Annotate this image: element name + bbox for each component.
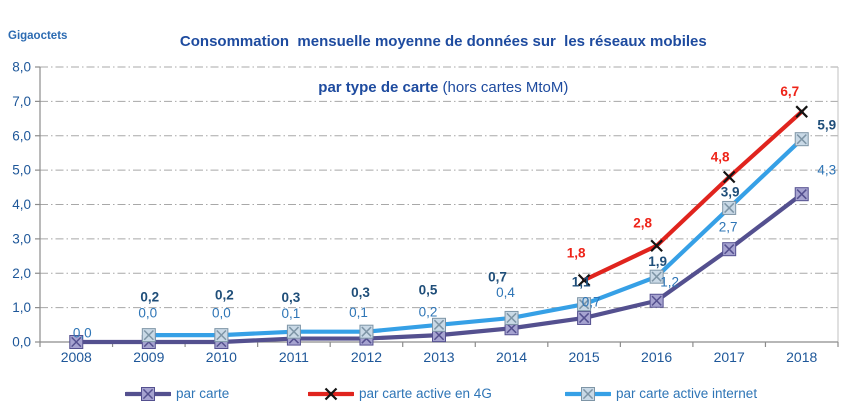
series-marker-x [578,312,590,324]
series-marker-x [143,329,154,341]
x-axis-tick-label: 2011 [279,349,309,365]
series-marker-x [361,326,372,337]
y-axis-tick-label: 7,0 [12,94,31,109]
legend-item-par-carte-active-internet: par carte active internet [565,386,757,401]
series-marker-x [651,295,662,306]
x-axis-tick-label: 2014 [496,349,527,365]
series-marker-cross [722,170,736,184]
data-label: 6,7 [780,84,799,99]
series-marker-x [578,299,590,310]
x-axis-tick-label: 2017 [714,349,745,365]
data-label: 0,2 [419,305,438,320]
series-marker-x [433,329,445,341]
y-axis-tick-label: 3,0 [12,231,31,246]
series-marker-x [506,323,517,334]
series-marker-x [142,388,154,399]
series-line-2 [146,137,804,338]
data-label: 0,3 [351,285,370,300]
legend-marker-par-carte-active-internet-icon [565,386,611,401]
chart-title-line1: Consommation mensuelle moyenne de donnée… [179,33,707,50]
series-marker-x [724,244,735,255]
data-label: 0,0 [212,306,231,321]
series-marker-x [216,329,227,341]
data-label: 1,8 [567,246,586,261]
data-label: 0,3 [282,290,301,305]
data-label: 2,7 [719,220,738,235]
series-marker-cross [795,105,809,118]
legend-item-par-carte-active-4g: par carte active en 4G [308,386,492,401]
data-label: 0,1 [349,305,368,320]
series-marker-cross [577,273,591,287]
y-axis-tick-label: 2,0 [12,266,31,281]
series-marker-x [651,271,662,282]
legend-label-par-carte: par carte [176,386,230,401]
legend-marker-par-carte-active-4g-icon [308,387,354,400]
y-axis-tick-label: 5,0 [12,163,31,178]
data-label: 0,5 [419,282,438,297]
data-label: 0,4 [496,285,515,300]
y-axis-tick-label: 8,0 [12,60,31,75]
series-marker-cross [324,387,338,400]
data-label: 1,1 [572,275,591,290]
x-axis-tick-label: 2008 [61,349,92,365]
data-label: 0,2 [215,288,234,303]
series-marker-x [288,326,300,337]
series-marker-cross [650,239,663,253]
x-axis-tick-label: 2015 [569,349,600,365]
data-label: 5,9 [817,118,836,133]
data-label: 4,3 [817,163,836,178]
data-label: 2,8 [633,215,652,230]
x-axis-tick-label: 2018 [786,349,817,365]
data-label: 0,7 [582,294,601,309]
data-label: 4,8 [711,150,730,165]
series-marker-x [796,134,807,145]
legend-label-par-carte-active-4g: par carte active en 4G [359,386,492,401]
y-axis-unit-label: Gigaoctets [8,30,68,42]
chart-title-line2-regular: (hors cartes MtoM) [442,79,569,96]
x-axis-tick-label: 2013 [423,349,454,365]
series-marker-x [433,319,445,330]
data-label: 0,0 [73,326,92,341]
series-marker-x [724,202,735,214]
data-label: 0,1 [282,306,301,321]
data-label: 0,2 [140,290,159,305]
y-axis-tick-label: 6,0 [12,128,31,143]
data-label: 1,2 [660,274,679,289]
series-marker-x [71,336,82,348]
series-marker-x [796,189,807,200]
series-line-1 [581,109,804,283]
legend-label-par-carte-active-internet: par carte active internet [616,386,758,401]
x-axis-tick-label: 2012 [351,349,382,365]
y-axis-tick-label: 4,0 [12,197,31,212]
x-axis-tick-label: 2010 [206,349,237,365]
x-axis-tick-label: 2009 [133,349,164,365]
chart-legend: par carte par carte active en 4G par car… [0,386,855,410]
data-label: 0,0 [138,306,157,321]
data-label: 1,9 [648,254,667,269]
data-label: 0,7 [488,269,507,284]
legend-item-par-carte: par carte [125,386,229,401]
data-label: 3,9 [721,184,740,199]
series-marker-x [506,312,517,324]
x-axis-tick-label: 2016 [641,349,672,365]
legend-marker-par-carte-icon [125,386,171,401]
chart-title-line2-bold: par type de carte [318,79,443,96]
series-marker-x [582,388,594,399]
y-axis-tick-label: 0,0 [12,335,31,350]
chart-title: Consommation mensuelle moyenne de donnée… [40,7,830,122]
y-axis-tick-label: 1,0 [12,300,31,315]
